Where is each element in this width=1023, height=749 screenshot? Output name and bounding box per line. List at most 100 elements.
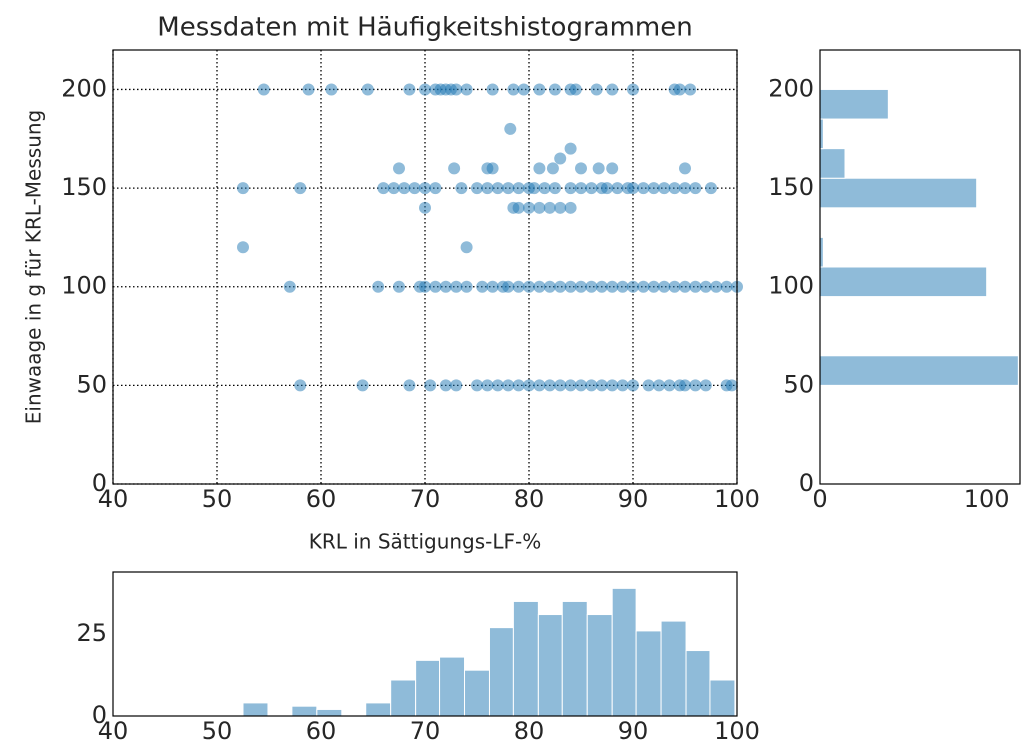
x-tick-label: 100 — [964, 485, 1010, 513]
point — [398, 182, 411, 195]
x-tick-label: 40 — [98, 485, 129, 513]
x-tick-label: 100 — [714, 485, 760, 513]
point — [595, 280, 608, 293]
point — [387, 182, 400, 195]
point — [658, 182, 671, 195]
point — [533, 201, 546, 214]
point — [564, 142, 577, 155]
y-tick-label: 100 — [61, 272, 107, 300]
point — [611, 182, 624, 195]
bar — [291, 705, 318, 717]
point — [546, 162, 559, 175]
point — [595, 379, 608, 392]
point — [294, 182, 307, 195]
point — [679, 280, 691, 293]
point — [543, 280, 556, 293]
bar — [415, 659, 441, 717]
point — [679, 162, 691, 175]
point — [460, 83, 473, 96]
point — [554, 201, 567, 214]
bar — [819, 266, 988, 298]
point — [424, 379, 437, 392]
y-tick-label: 150 — [768, 173, 814, 201]
point — [554, 379, 567, 392]
point — [606, 162, 619, 175]
point — [481, 182, 494, 195]
point — [592, 162, 605, 175]
point — [419, 280, 431, 293]
point — [699, 280, 712, 293]
point — [564, 379, 577, 392]
point — [601, 182, 613, 195]
point — [606, 83, 619, 96]
point — [575, 379, 587, 392]
bar — [819, 177, 978, 209]
x-tick-label: 50 — [202, 485, 233, 513]
point — [237, 241, 249, 254]
point — [481, 379, 494, 392]
point — [512, 201, 525, 214]
point — [538, 182, 551, 195]
point — [637, 280, 650, 293]
point — [502, 379, 515, 392]
bar — [316, 708, 343, 717]
x-tick-label: 80 — [514, 717, 545, 745]
point — [491, 182, 504, 195]
point — [429, 280, 442, 293]
x-tick-label: 90 — [618, 485, 649, 513]
point — [393, 162, 405, 175]
axes-frame — [112, 49, 738, 485]
point — [585, 379, 598, 392]
point — [507, 83, 520, 96]
axes-frame — [819, 49, 1021, 485]
point — [627, 182, 639, 195]
point — [616, 280, 629, 293]
point — [533, 379, 546, 392]
point — [257, 83, 270, 96]
point — [710, 280, 723, 293]
x-tick-label: 50 — [202, 717, 233, 745]
point — [450, 280, 463, 293]
y-tick-label: 0 — [92, 469, 107, 497]
point — [471, 379, 483, 392]
point — [504, 122, 517, 135]
point — [673, 83, 686, 96]
point — [419, 83, 431, 96]
point — [543, 201, 556, 214]
point — [642, 379, 655, 392]
point — [408, 182, 421, 195]
point — [564, 201, 577, 214]
point — [627, 379, 639, 392]
x-axis-label: KRL in Sättigungs-LF-% — [309, 530, 542, 554]
point — [627, 280, 639, 293]
point — [533, 162, 546, 175]
point — [554, 280, 567, 293]
x-tick-label: 70 — [410, 485, 441, 513]
point — [523, 280, 535, 293]
point — [585, 280, 598, 293]
bar — [819, 355, 1019, 386]
point — [564, 182, 577, 195]
point — [647, 182, 660, 195]
point — [448, 162, 461, 175]
point — [491, 379, 504, 392]
point — [294, 379, 307, 392]
bar — [611, 587, 637, 717]
point — [283, 280, 296, 293]
point — [517, 83, 530, 96]
point — [679, 182, 691, 195]
bar — [819, 88, 889, 120]
point — [439, 280, 452, 293]
point — [684, 83, 697, 96]
point — [647, 280, 660, 293]
point — [419, 182, 431, 195]
point — [460, 241, 473, 254]
point — [533, 83, 546, 96]
point — [502, 182, 515, 195]
y-tick-label: 50 — [76, 370, 107, 398]
x-tick-label: 40 — [98, 717, 129, 745]
point — [393, 280, 405, 293]
point — [668, 182, 681, 195]
point — [575, 182, 587, 195]
x-tick-label: 60 — [306, 717, 337, 745]
